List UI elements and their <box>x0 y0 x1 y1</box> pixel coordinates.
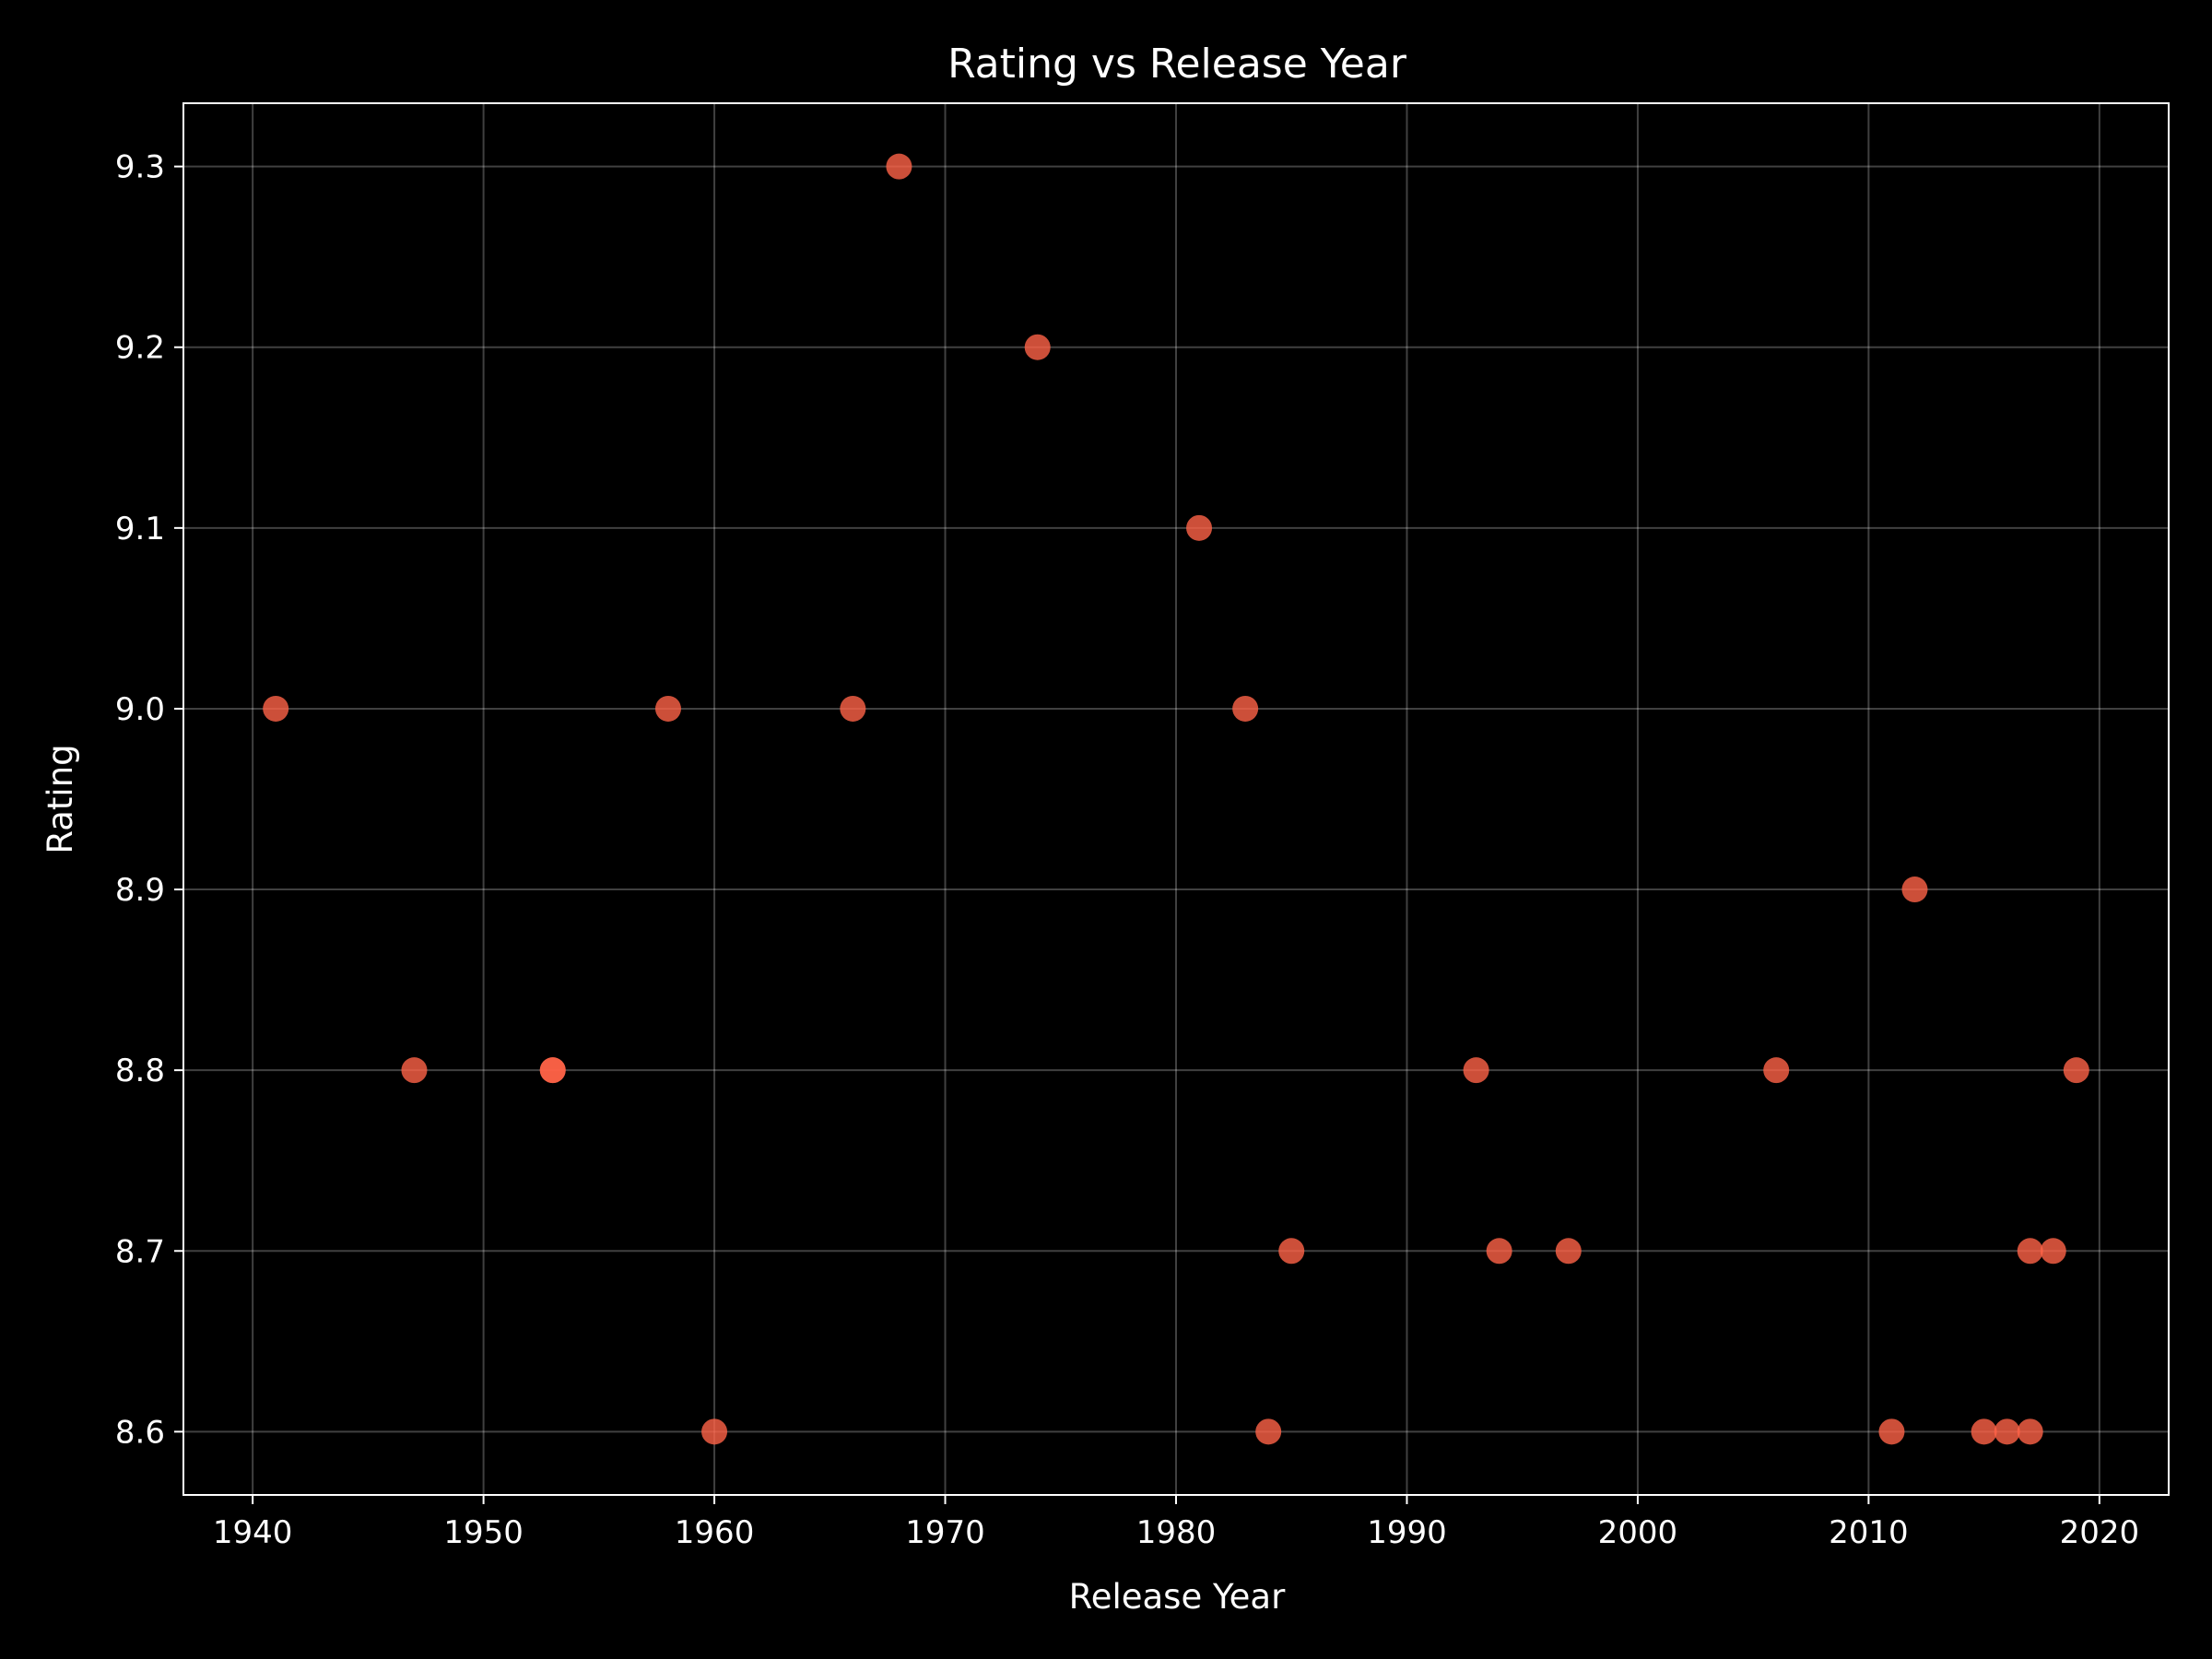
x-tick-label: 1990 <box>1367 1514 1447 1551</box>
x-tick-label: 1980 <box>1136 1514 1217 1551</box>
y-tick-label: 9.1 <box>115 511 165 547</box>
data-point <box>1971 1418 1997 1445</box>
y-axis-label: Rating <box>41 744 80 853</box>
data-point <box>2017 1238 2043 1265</box>
grid <box>183 103 2169 1495</box>
x-axis-ticks: 1940 1950 1960 1970 1980 1990 2000 2010 2020 <box>213 1495 2139 1551</box>
y-tick-label: 8.7 <box>115 1233 165 1270</box>
data-point <box>1232 695 1259 722</box>
y-tick-label: 8.6 <box>115 1414 165 1451</box>
data-point <box>1555 1238 1582 1265</box>
x-tick-label: 1940 <box>213 1514 293 1551</box>
x-tick-label: 1960 <box>675 1514 755 1551</box>
data-point <box>1763 1057 1790 1084</box>
data-point <box>654 695 681 722</box>
y-tick-label: 9.2 <box>115 330 165 367</box>
x-tick-label: 1970 <box>905 1514 985 1551</box>
data-point <box>701 1418 728 1445</box>
data-point <box>1463 1057 1489 1084</box>
y-tick-label: 9.3 <box>115 149 165 186</box>
data-point <box>1878 1418 1905 1445</box>
data-point <box>2040 1238 2066 1265</box>
data-point <box>2063 1057 2089 1084</box>
data-point <box>1994 1418 2020 1445</box>
data-point <box>840 695 866 722</box>
data-point <box>263 695 289 722</box>
x-tick-label: 1950 <box>443 1514 524 1551</box>
data-point <box>886 153 912 180</box>
data-point <box>1024 334 1051 360</box>
data-point <box>1186 514 1213 541</box>
data-points <box>263 153 2089 1445</box>
x-tick-label: 2010 <box>1829 1514 1909 1551</box>
chart-title: Rating vs Release Year <box>947 41 1407 88</box>
y-tick-label: 8.8 <box>115 1053 165 1089</box>
data-point <box>1901 877 1928 903</box>
x-tick-label: 2020 <box>2060 1514 2140 1551</box>
data-point <box>1278 1238 1305 1265</box>
data-point <box>1486 1238 1512 1265</box>
data-point <box>539 1057 566 1084</box>
y-tick-label: 9.0 <box>115 691 165 728</box>
data-point <box>401 1057 428 1084</box>
data-point <box>2017 1418 2043 1445</box>
data-point <box>1255 1418 1282 1445</box>
x-axis-label: Release Year <box>1069 1577 1286 1617</box>
y-axis-ticks: 8.6 8.7 8.8 8.9 9.0 9.1 9.2 9.3 <box>115 149 183 1451</box>
x-tick-label: 2000 <box>1598 1514 1678 1551</box>
y-tick-label: 8.9 <box>115 872 165 909</box>
